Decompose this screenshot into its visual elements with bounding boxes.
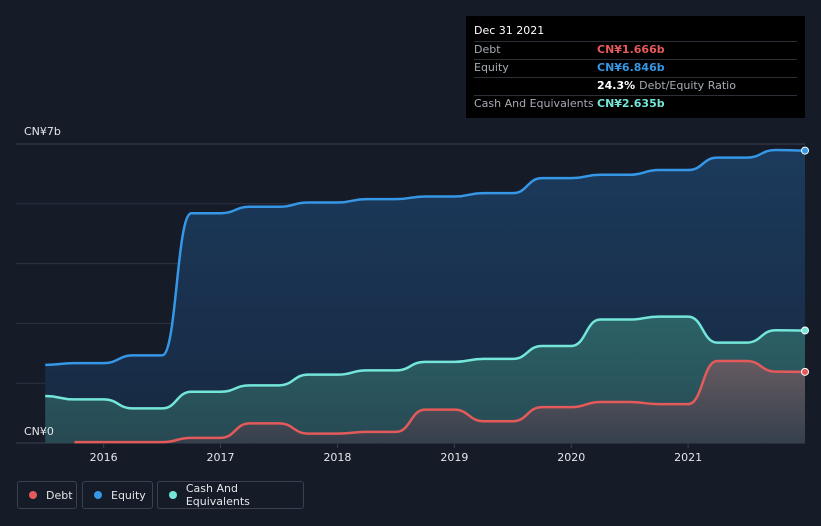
legend-label-debt: Debt — [46, 488, 73, 502]
line-cash-and-equivalents — [45, 315, 806, 410]
tooltip-row-equity: Equity CN¥6.846b — [474, 59, 797, 77]
tooltip-ratio-value: 24.3% — [597, 79, 636, 92]
tooltip-row-debt: Debt CN¥1.666b — [474, 41, 797, 59]
legend-label-equity: Equity — [111, 488, 146, 502]
tooltip-ratio-label — [474, 78, 597, 95]
equity-dot-icon — [94, 491, 102, 499]
tooltip-equity-label: Equity — [474, 61, 509, 74]
y-tick-label: CN¥0 — [24, 425, 54, 438]
endpoint-equity — [801, 146, 809, 155]
x-tick-label: 2016 — [90, 451, 118, 464]
legend-item-equity[interactable]: Equity — [82, 481, 153, 509]
line-equity — [45, 148, 806, 367]
tooltip-cash-value: CN¥2.635b — [597, 97, 665, 110]
x-tick-label: 2021 — [674, 451, 702, 464]
x-tick-label: 2017 — [207, 451, 235, 464]
tooltip-debt-value: CN¥1.666b — [597, 43, 665, 56]
tooltip-date: Dec 31 2021 — [474, 24, 545, 37]
legend-label-cash: Cash And Equivalents — [185, 482, 250, 508]
y-tick-label: CN¥7b — [24, 125, 61, 138]
tooltip-debt-label: Debt — [474, 43, 501, 56]
debt-dot-icon — [29, 491, 37, 499]
area-debt — [74, 360, 805, 443]
tooltip-ratio-suffix: Debt/Equity Ratio — [639, 79, 736, 92]
tooltip-panel: Dec 31 2021 Debt CN¥1.666b Equity CN¥6.8… — [466, 16, 805, 118]
endpoint-cash-and-equivalents — [801, 326, 809, 335]
x-tick-label: 2018 — [323, 451, 351, 464]
legend-item-debt[interactable]: Debt — [17, 481, 77, 509]
line-debt — [74, 359, 806, 444]
x-tick-label: 2020 — [557, 451, 585, 464]
tooltip-row-ratio: 24.3% Debt/Equity Ratio — [474, 77, 797, 95]
legend-item-cash[interactable]: Cash And Equivalents — [157, 481, 304, 509]
tooltip-equity-value: CN¥6.846b — [597, 61, 665, 74]
endpoint-debt — [801, 367, 809, 376]
tooltip-cash-label: Cash And Equivalents — [474, 97, 594, 110]
cash-dot-icon — [169, 491, 177, 499]
tooltip-row-cash: Cash And Equivalents CN¥2.635b — [474, 95, 797, 113]
x-tick-label: 2019 — [440, 451, 468, 464]
